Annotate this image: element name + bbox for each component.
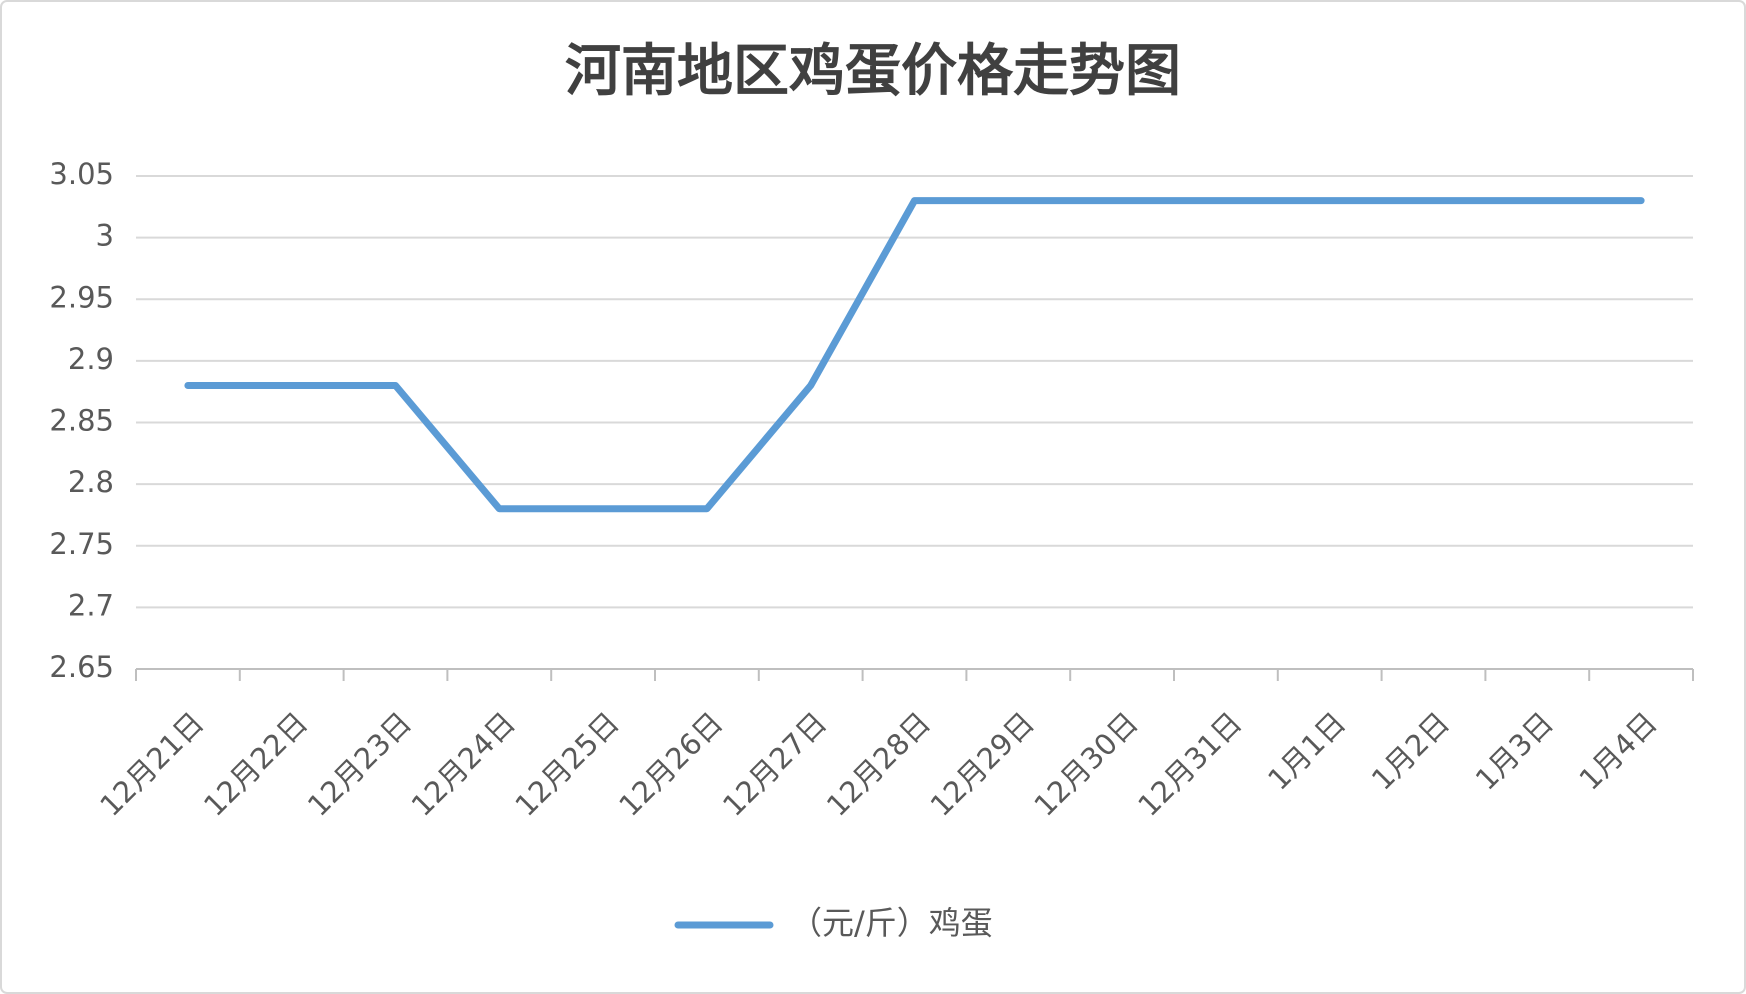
y-tick-label: 2.65 [49, 650, 114, 684]
y-tick-label: 2.95 [49, 280, 114, 314]
y-tick-label: 2.75 [49, 527, 114, 561]
data-line [184, 197, 1645, 513]
y-tick-label: 2.9 [68, 342, 114, 376]
y-tick-label: 2.7 [68, 588, 114, 622]
y-tick-label: 2.85 [49, 404, 114, 438]
y-tick-label: 3 [96, 219, 114, 253]
legend-label: （元/斤）鸡蛋 [790, 904, 993, 942]
y-tick-label: 2.8 [68, 465, 114, 499]
y-tick-label: 3.05 [49, 157, 114, 191]
chart-title: 河南地区鸡蛋价格走势图 [565, 39, 1181, 104]
